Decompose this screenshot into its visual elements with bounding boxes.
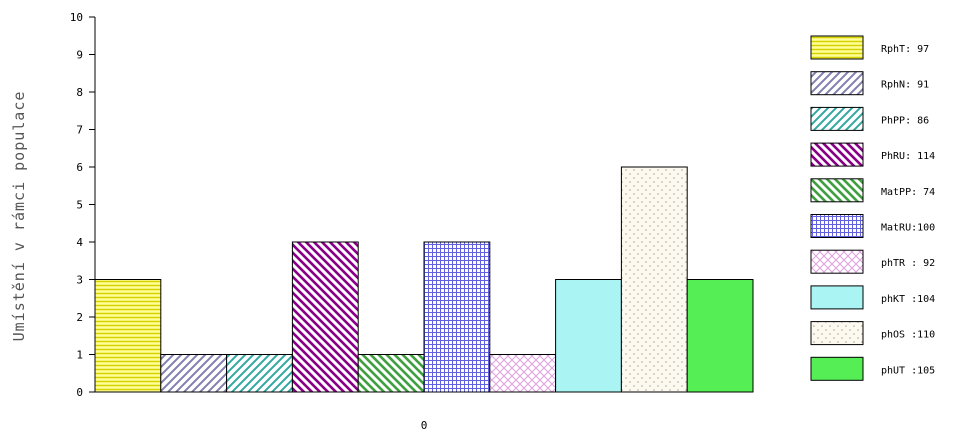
bar-phpp bbox=[226, 354, 293, 393]
y-tick-label: 6 bbox=[76, 161, 83, 174]
legend: RphT: 97 RphN: 91 PhPP: 86 PhRU: 114 MatPP: … bbox=[810, 35, 935, 381]
legend-label-rpht: RphT: 97 bbox=[881, 44, 929, 55]
legend-label-phut: phUT :105 bbox=[881, 365, 935, 376]
y-tick-label: 0 bbox=[76, 386, 83, 399]
legend-swatch-phru bbox=[810, 142, 864, 167]
legend-label-phru: PhRU: 114 bbox=[881, 151, 935, 162]
y-tick-label: 3 bbox=[76, 274, 83, 287]
legend-swatch-phkt bbox=[810, 285, 864, 310]
y-tick-label: 1 bbox=[76, 349, 83, 362]
y-tick-label: 2 bbox=[76, 311, 83, 324]
legend-label-phpp: PhPP: 86 bbox=[881, 115, 929, 126]
y-tick-label: 10 bbox=[70, 11, 83, 24]
legend-label-matru: MatRU:100 bbox=[881, 223, 935, 234]
bar-rpht bbox=[94, 279, 162, 393]
y-tick-label: 4 bbox=[76, 236, 83, 249]
bar-phos bbox=[620, 166, 688, 393]
legend-swatch-phos bbox=[810, 321, 864, 346]
bar-matpp bbox=[357, 354, 425, 393]
legend-swatch-rpht bbox=[810, 35, 864, 60]
bar-rphn bbox=[160, 354, 228, 393]
y-axis-label-group: Umístění v rámci populace bbox=[10, 91, 28, 342]
legend-swatch-rphn bbox=[810, 71, 864, 96]
bar-phut bbox=[686, 279, 754, 393]
y-tick-label: 5 bbox=[76, 199, 83, 212]
y-axis-ticks: 0 1 2 3 4 5 6 7 8 9 10 bbox=[70, 11, 95, 399]
bars bbox=[94, 166, 754, 393]
legend-label-phkt: phKT :104 bbox=[881, 294, 935, 305]
y-tick-label: 8 bbox=[76, 86, 83, 99]
legend-swatch-phut bbox=[810, 356, 864, 381]
y-tick-label: 9 bbox=[76, 49, 83, 62]
x-category-label: 0 bbox=[421, 419, 428, 432]
legend-label-phos: phOS :110 bbox=[881, 330, 935, 341]
legend-label-matpp: MatPP: 74 bbox=[881, 187, 935, 198]
bar-phkt bbox=[555, 279, 622, 393]
legend-label-rphn: RphN: 91 bbox=[881, 80, 929, 91]
axes bbox=[94, 17, 753, 393]
legend-swatch-matpp bbox=[810, 178, 864, 203]
legend-swatch-matru bbox=[810, 214, 864, 238]
y-axis-label: Umístění v rámci populace bbox=[10, 91, 28, 342]
bar-phru bbox=[291, 241, 359, 393]
y-tick-label: 7 bbox=[76, 124, 83, 137]
legend-label-phtr: phTR : 92 bbox=[881, 258, 935, 269]
bar-matru bbox=[423, 241, 491, 393]
x-axis-categories: 0 bbox=[421, 419, 428, 432]
legend-swatch-phpp bbox=[810, 106, 864, 131]
bar-phtr bbox=[489, 354, 557, 393]
legend-swatch-phtr bbox=[810, 249, 864, 274]
